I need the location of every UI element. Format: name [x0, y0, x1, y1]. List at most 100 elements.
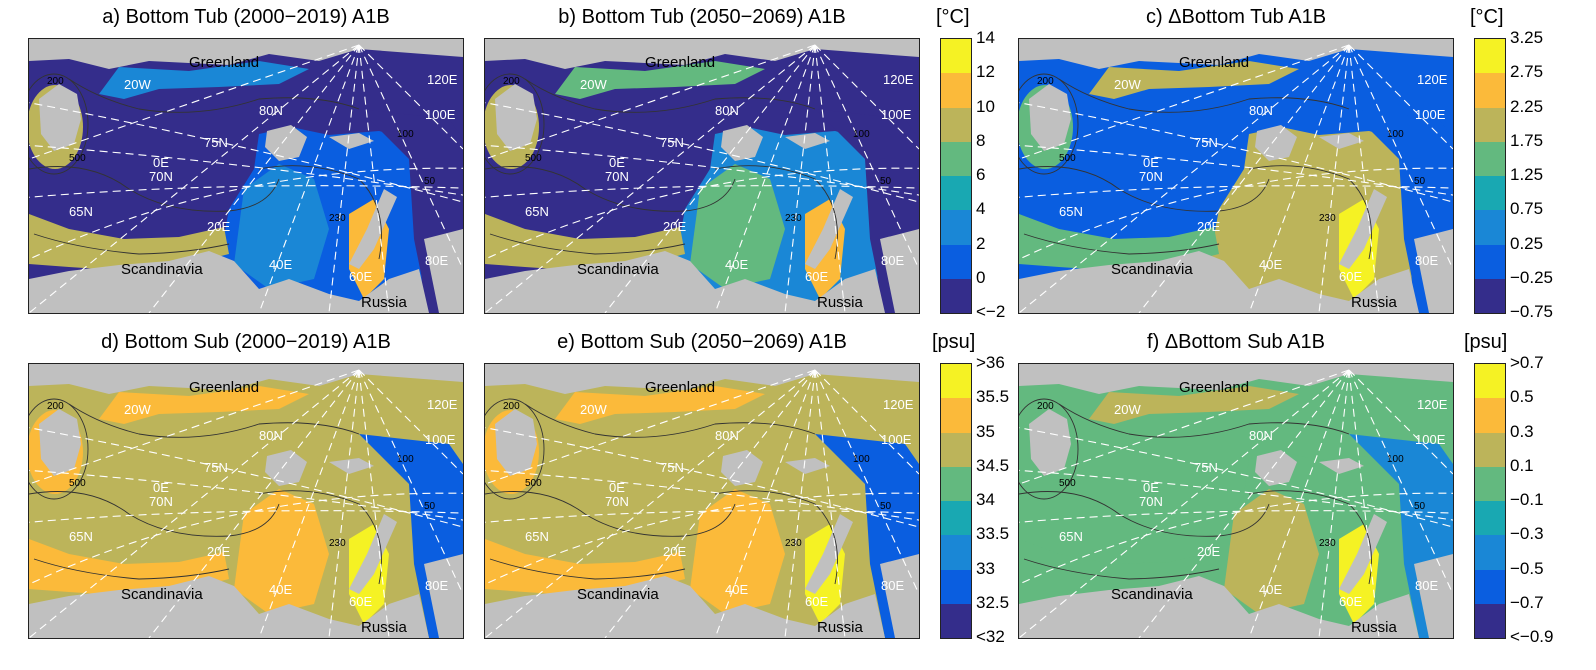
longitude-label: 100E — [1415, 432, 1446, 447]
colorbar-swatch — [941, 603, 971, 638]
map-canvas: Greenland Scandinavia Russia 20W 0E 20E 40E 60E… — [29, 364, 463, 638]
latitude-label: 75N — [204, 135, 228, 150]
colorbar-tick-label: 34 — [976, 490, 995, 509]
contour-label: 50 — [880, 501, 892, 512]
colorbar-tick-label: 33 — [976, 558, 995, 578]
longitude-label: 0E — [1143, 155, 1159, 170]
longitude-label: 120E — [427, 397, 458, 412]
region-label-scandinavia: Scandinavia — [1111, 586, 1193, 603]
longitude-label: 100E — [1415, 107, 1446, 122]
colorbar-swatch — [941, 501, 971, 536]
region-label-greenland: Greenland — [645, 54, 715, 71]
region-label-scandinavia: Scandinavia — [121, 261, 203, 278]
contour-label: 50 — [1414, 176, 1426, 187]
colorbar-swatch — [941, 432, 971, 467]
latitude-label: 70N — [149, 494, 173, 509]
latitude-label: 75N — [660, 460, 684, 475]
region-label-scandinavia: Scandinavia — [577, 261, 659, 278]
contour-label: 230 — [1319, 538, 1336, 549]
colorbar-tick-label: 12 — [976, 62, 995, 82]
latitude-label: 65N — [69, 529, 93, 544]
contour-label: 50 — [1414, 501, 1426, 512]
latitude-label: 65N — [1059, 204, 1083, 219]
colorbar-tick-label: 2.25 — [1510, 96, 1544, 116]
colorbar-swatch — [941, 210, 971, 245]
colorbar-tick-label: 34.5 — [976, 455, 1010, 475]
colorbar-tick-label: −0.25 — [1510, 267, 1554, 287]
contour-label: 500 — [69, 153, 86, 164]
colorbar-swatch — [1475, 176, 1505, 211]
latitude-label: 80N — [259, 103, 283, 118]
contour-label: 230 — [1319, 213, 1336, 224]
map-canvas: Greenland Scandinavia Russia 20W 0E 20E 40E 60E… — [485, 364, 919, 638]
colorbar-tick-label: −0.7 — [1510, 592, 1544, 612]
latitude-label: 65N — [1059, 529, 1083, 544]
longitude-label: 100E — [425, 432, 456, 447]
colorbar-tick-label: 33.5 — [976, 524, 1010, 544]
longitude-label: 0E — [609, 155, 625, 170]
colorbar-swatch — [941, 107, 971, 142]
longitude-label: 40E — [725, 257, 748, 272]
contour-label: 500 — [1059, 478, 1076, 489]
region-label-scandinavia: Scandinavia — [577, 586, 659, 603]
map-panel-a: Greenland Scandinavia Russia 20W 0E 20E 40E 60E… — [28, 38, 464, 314]
colorbar-swatch — [941, 466, 971, 501]
colorbar-swatch — [1475, 141, 1505, 176]
longitude-label: 0E — [153, 155, 169, 170]
panel-title: d) Bottom Sub (2000−2019) A1B — [101, 331, 391, 353]
longitude-label: 120E — [1417, 397, 1448, 412]
contour-label: 50 — [880, 176, 892, 187]
latitude-label: 75N — [660, 135, 684, 150]
contour-label: 100 — [1387, 454, 1404, 465]
longitude-label: 40E — [1259, 257, 1282, 272]
colorbar-swatch — [1475, 432, 1505, 467]
colorbar-swatch — [1475, 398, 1505, 433]
contour-label: 100 — [397, 454, 414, 465]
region-label-greenland: Greenland — [1179, 54, 1249, 71]
region-label-greenland: Greenland — [189, 379, 259, 396]
contour-label: 100 — [1387, 129, 1404, 140]
contour-label: 200 — [503, 401, 520, 412]
contour-label: 230 — [785, 538, 802, 549]
panel-title: e) Bottom Sub (2050−2069) A1B — [557, 331, 847, 353]
longitude-label: 120E — [427, 72, 458, 87]
longitude-label: 20W — [580, 77, 607, 92]
colorbar-tick-label: 35 — [976, 421, 995, 441]
colorbar-tick-label: 6 — [976, 165, 986, 184]
longitude-label: 0E — [609, 480, 625, 495]
colorbar-unit: [psu] — [932, 331, 976, 353]
colorbar-tick-label: 2 — [976, 233, 986, 253]
latitude-label: 65N — [525, 529, 549, 544]
colorbar-swatch — [1475, 603, 1505, 638]
panel-title: c) ΔBottom Tub A1B — [1145, 6, 1327, 28]
longitude-label: 20W — [1114, 77, 1141, 92]
contour-label: 500 — [1059, 153, 1076, 164]
longitude-label: 20E — [1197, 544, 1220, 559]
colorbar-tick-label: −0.5 — [1510, 558, 1544, 578]
colorbar-swatch — [941, 398, 971, 433]
latitude-label: 65N — [525, 204, 549, 219]
contour-label: 500 — [525, 478, 542, 489]
map-panel-c: Greenland Scandinavia Russia 20W 0E 20E 40E 60E… — [1018, 38, 1454, 314]
latitude-label: 70N — [1139, 494, 1163, 509]
colorbar-tick-label: >0.7 — [1510, 353, 1544, 372]
colorbar-tick-label: 1.75 — [1510, 130, 1544, 150]
colorbar-tick-label: 0.5 — [1510, 387, 1534, 407]
longitude-label: 40E — [725, 582, 748, 597]
panel-title: f) ΔBottom Sub A1B — [1147, 331, 1325, 353]
colorbar-swatch — [941, 176, 971, 211]
colorbar-tick-label: <32 — [976, 627, 1005, 646]
colorbar-tick-label: 0.1 — [1510, 455, 1534, 475]
map-canvas: Greenland Scandinavia Russia 20W 0E 20E 40E 60E… — [29, 39, 463, 313]
latitude-label: 80N — [1249, 103, 1273, 118]
contour-label: 230 — [785, 213, 802, 224]
colorbar-tick-label: 0.3 — [1510, 421, 1534, 441]
contour-label: 200 — [47, 401, 64, 412]
longitude-label: 20W — [1114, 402, 1141, 417]
colorbar-swatch — [1475, 73, 1505, 108]
colorbar-tick-label: 1.25 — [1510, 165, 1544, 184]
colorbar-tick-label: 2.75 — [1510, 62, 1544, 82]
longitude-label: 20W — [124, 77, 151, 92]
longitude-label: 80E — [425, 578, 448, 593]
longitude-label: 80E — [1415, 578, 1438, 593]
